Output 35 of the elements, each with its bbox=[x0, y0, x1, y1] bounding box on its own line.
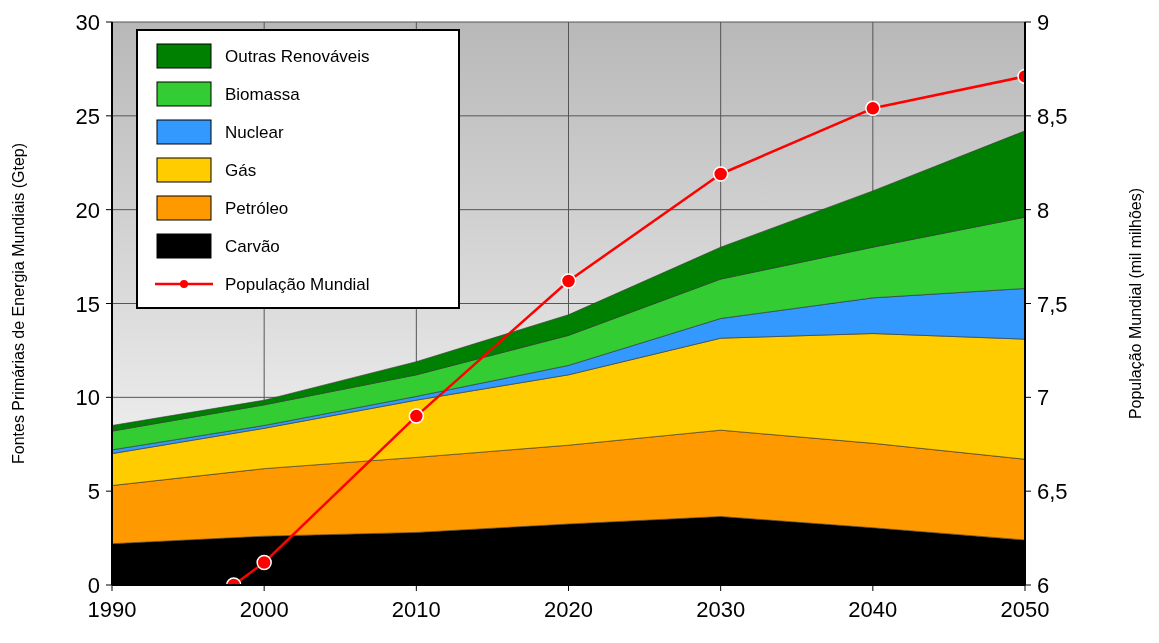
legend-label: Biomassa bbox=[225, 85, 301, 104]
point bbox=[256, 554, 272, 571]
point bbox=[865, 100, 881, 117]
legend-label: Gás bbox=[225, 161, 257, 180]
point bbox=[560, 273, 577, 289]
legend-label: Nuclear bbox=[225, 123, 284, 142]
legend-label: População Mundial bbox=[225, 275, 370, 294]
y2-tick-label: 6 bbox=[1037, 573, 1050, 598]
x-tick-label: 2050 bbox=[1000, 597, 1050, 622]
legend-label: Petróleo bbox=[225, 199, 289, 218]
point bbox=[408, 408, 425, 424]
y-axis-title: Fontes Primárias de Energia Mundiais (Gtep) bbox=[10, 142, 27, 465]
y-tick-label: 5 bbox=[87, 479, 100, 505]
x-tick-label: 2020 bbox=[544, 597, 593, 622]
x-tick-label: 2000 bbox=[239, 597, 289, 622]
y2-tick-label: 8 bbox=[1037, 197, 1050, 223]
y2-tick-label: 9 bbox=[1037, 10, 1050, 35]
x-tick-label: 1990 bbox=[87, 597, 137, 622]
y2-tick-label: 7 bbox=[1037, 385, 1050, 411]
y-tick-label: 15 bbox=[75, 291, 100, 317]
x-tick-label: 2040 bbox=[848, 597, 898, 622]
y2-tick-label: 6,5 bbox=[1037, 479, 1068, 505]
y2-axis-title: População Mundial (mil milhões) bbox=[1127, 187, 1144, 420]
y-tick-label: 20 bbox=[75, 197, 100, 223]
y-tick-label: 10 bbox=[75, 385, 100, 411]
legend-label: Carvão bbox=[225, 237, 280, 256]
y-tick-label: 0 bbox=[87, 573, 100, 598]
y2-tick-label: 8,5 bbox=[1037, 103, 1068, 129]
x-tick-label: 2030 bbox=[696, 597, 746, 622]
y-tick-label: 30 bbox=[75, 10, 100, 35]
y-tick-label: 25 bbox=[75, 103, 100, 129]
x-tick-label: 2010 bbox=[391, 597, 441, 622]
y2-tick-label: 7,5 bbox=[1037, 291, 1068, 317]
legend-label: Outras Renováveis bbox=[225, 47, 370, 66]
point bbox=[712, 166, 729, 182]
